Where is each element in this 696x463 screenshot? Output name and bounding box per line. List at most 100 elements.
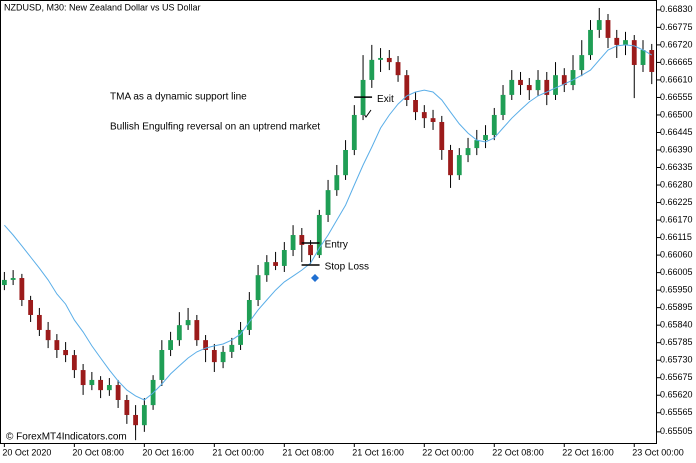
y-tick-label: 0.66665 xyxy=(660,57,693,67)
candle-body xyxy=(474,140,480,149)
tma-line xyxy=(4,44,653,401)
y-tick-label: 0.65785 xyxy=(660,337,693,347)
y-tick-label: 0.66225 xyxy=(660,197,693,207)
candle-body xyxy=(316,214,322,256)
candle-body xyxy=(168,340,173,351)
candle-body xyxy=(281,250,287,266)
y-tick-label: 0.66335 xyxy=(660,162,693,172)
candle-body xyxy=(63,350,69,356)
candle-body xyxy=(553,75,558,95)
candle-body xyxy=(238,329,243,345)
candle-body xyxy=(159,350,165,380)
candle-body xyxy=(439,121,445,151)
candle-body xyxy=(369,59,375,80)
x-tick-label: 20 Oct 2020 xyxy=(2,447,51,457)
candle-body xyxy=(491,114,497,136)
level-label: Stop Loss xyxy=(325,262,369,273)
candle-body xyxy=(456,155,462,176)
candle-body xyxy=(54,340,60,351)
candle-body xyxy=(386,57,392,63)
candle-body xyxy=(395,62,401,76)
candle-body xyxy=(71,355,77,371)
candle-body xyxy=(220,351,226,363)
candle-body xyxy=(570,70,576,86)
candle-body xyxy=(325,190,331,215)
x-tick-label: 20 Oct 08:00 xyxy=(72,447,124,457)
level-label: Exit xyxy=(377,94,394,105)
candle-body xyxy=(80,370,86,386)
candle-body xyxy=(623,40,628,45)
y-tick-label: 0.66115 xyxy=(660,232,692,242)
y-tick-label: 0.66830 xyxy=(660,4,693,14)
candle-body xyxy=(203,340,208,351)
annotation: TMA as a dynamic support line xyxy=(110,92,247,103)
candle-body xyxy=(45,329,51,341)
candle-body xyxy=(483,135,488,141)
credit: © ForexMT4Indicators.com xyxy=(6,432,127,443)
candle-body xyxy=(640,50,646,65)
candle-body xyxy=(255,275,261,301)
candle-body xyxy=(518,79,523,86)
candle-body xyxy=(290,235,296,251)
candle-body xyxy=(264,262,270,276)
candle-body xyxy=(89,379,95,386)
y-tick-label: 0.66005 xyxy=(660,267,693,277)
y-tick-label: 0.65565 xyxy=(660,407,693,417)
x-tick-label: 22 Oct 16:00 xyxy=(562,447,614,457)
candle-body xyxy=(404,75,410,101)
y-tick-label: 0.65505 xyxy=(660,426,693,436)
x-tick-label: 20 Oct 16:00 xyxy=(142,447,194,457)
y-tick-label: 0.65950 xyxy=(660,285,693,295)
candle-body xyxy=(124,400,130,415)
candle-body xyxy=(430,118,436,122)
candle-body xyxy=(378,57,383,60)
signal-diamond xyxy=(311,274,319,282)
y-tick-label: 0.66060 xyxy=(660,249,693,259)
candle-body xyxy=(605,20,611,38)
y-tick-label: 0.66555 xyxy=(660,92,693,102)
candle-body xyxy=(535,79,541,91)
candle-body xyxy=(176,325,182,341)
y-tick-label: 0.66170 xyxy=(660,214,693,224)
y-tick-label: 0.65730 xyxy=(660,355,693,365)
candle-body xyxy=(1,279,7,286)
candle-body xyxy=(631,40,637,65)
candle-body xyxy=(448,150,453,176)
annotation: Bullish Engulfing reversal on an uptrend… xyxy=(110,122,320,133)
candle-body xyxy=(351,114,357,151)
candle-body xyxy=(19,278,25,301)
candle-body xyxy=(334,175,340,191)
candle-body xyxy=(544,79,550,95)
y-tick-label: 0.66720 xyxy=(660,39,693,49)
candle-body xyxy=(421,112,427,119)
candle-body xyxy=(596,20,602,30)
candle-body xyxy=(185,320,191,326)
candle-body xyxy=(106,385,112,391)
y-tick-label: 0.65895 xyxy=(660,302,693,312)
x-tick-label: 21 Oct 00:00 xyxy=(212,447,264,457)
y-tick-label: 0.65675 xyxy=(660,372,693,382)
candle-body xyxy=(649,50,655,72)
candle-body xyxy=(465,148,471,156)
level-label: Entry xyxy=(325,240,348,251)
x-tick-label: 22 Oct 08:00 xyxy=(492,447,544,457)
candle-body xyxy=(211,350,217,363)
exit-check xyxy=(363,109,372,118)
y-tick-label: 0.65620 xyxy=(660,390,693,400)
candle-body xyxy=(10,278,16,280)
candle-body xyxy=(614,37,620,45)
y-tick-label: 0.65840 xyxy=(660,320,693,330)
candle-body xyxy=(229,344,235,352)
y-tick-label: 0.66500 xyxy=(660,109,693,119)
y-tick-label: 0.66775 xyxy=(660,22,693,32)
candle-body xyxy=(115,385,121,401)
candle-body xyxy=(413,100,418,113)
candle-body xyxy=(141,405,147,426)
x-tick-label: 21 Oct 16:00 xyxy=(352,447,404,457)
plot: 0.66830 0.66775 0.66720 0.66665 0.66610 0.665… xyxy=(1,4,693,457)
y-tick-label: 0.66610 xyxy=(660,74,693,84)
plot-frame xyxy=(0,0,657,444)
candle-body xyxy=(579,55,585,71)
candle-body xyxy=(98,379,104,391)
